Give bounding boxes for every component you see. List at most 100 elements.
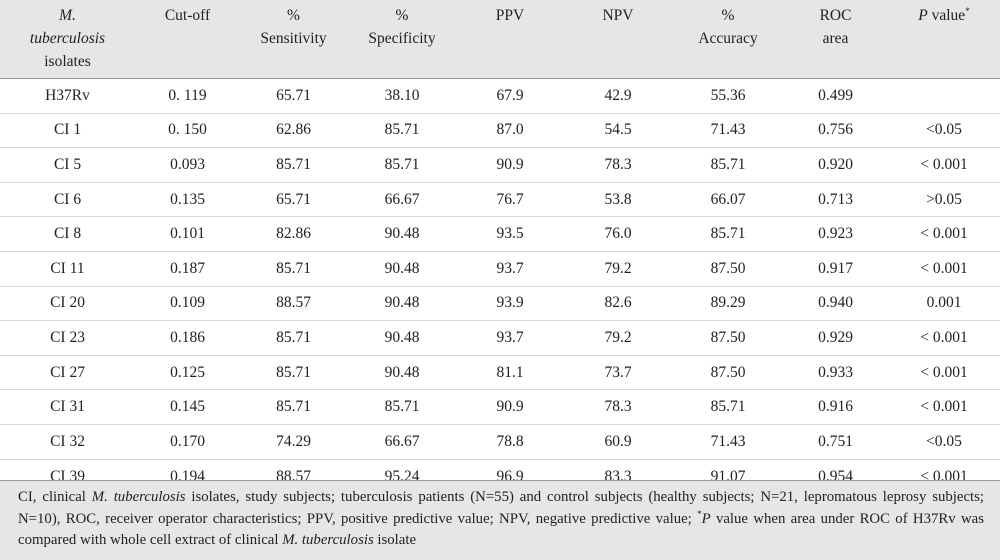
header-isolates-line3: isolates (44, 53, 91, 70)
table-row: CI 8 0.101 82.86 90.48 93.5 76.0 85.71 0.923 < 0… (0, 216, 1000, 252)
cell-accuracy: 85.71 (673, 389, 783, 425)
cell-ppv: 90.9 (457, 389, 563, 425)
cell-accuracy: 85.71 (673, 147, 783, 183)
table-row: CI 27 0.125 85.71 90.48 81.1 73.7 87.50 0.933 < … (0, 354, 1000, 390)
cell-cutoff: 0.101 (135, 216, 240, 252)
footnote-species-2: M. tuberculosis (282, 532, 374, 548)
footnote-p: P (701, 510, 711, 527)
cell-npv: 78.3 (563, 389, 673, 425)
cell-accuracy: 87.50 (673, 320, 783, 356)
header-p-value: P value* (888, 0, 1000, 79)
cell-accuracy: 66.07 (673, 181, 783, 217)
cell-accuracy: 89.29 (673, 285, 783, 321)
cell-accuracy: 71.43 (673, 112, 783, 148)
cell-sensitivity: 62.86 (240, 112, 347, 148)
table-row: H37Rv 0. 119 65.71 38.10 67.9 42.9 55.36 0.499 (0, 79, 1000, 114)
cell-ppv: 93.7 (457, 320, 563, 356)
cell-sensitivity: 85.71 (240, 389, 347, 425)
cell-cutoff: 0.125 (135, 354, 240, 390)
cell-isolate: CI 27 (0, 354, 135, 390)
header-specificity-line1: % (395, 7, 409, 24)
cell-roc-area: 0.713 (783, 181, 888, 217)
header-sensitivity: % Sensitivity (240, 0, 347, 79)
cell-sensitivity: 65.71 (276, 86, 311, 104)
cell-roc-area: 0.751 (783, 423, 888, 460)
header-isolates: M. tuberculosis isolates (0, 0, 135, 79)
header-ppv-label: PPV (495, 7, 525, 24)
cell-roc-area: 0.499 (818, 86, 853, 104)
cell-cutoff: 0.135 (135, 181, 240, 217)
cell-ppv: 67.9 (496, 86, 524, 104)
cell-specificity: 90.48 (347, 320, 457, 356)
table-row: CI 31 0.145 85.71 85.71 90.9 78.3 85.71 0.916 < … (0, 389, 1000, 425)
cell-roc-area: 0.917 (783, 250, 888, 287)
cell-npv: 53.8 (563, 181, 673, 217)
cell-npv: 60.9 (563, 423, 673, 460)
cell-isolate: CI 20 (0, 285, 135, 321)
cell-sensitivity: 88.57 (240, 285, 347, 321)
header-p-italic: P (918, 7, 928, 24)
cell-npv: 82.6 (563, 285, 673, 321)
header-roc-area: ROC area (783, 0, 888, 79)
cell-specificity: 90.48 (347, 250, 457, 287)
cell-sensitivity: 85.71 (240, 250, 347, 287)
cell-cutoff: 0.145 (135, 389, 240, 425)
cell-p-value: <0.05 (888, 112, 1000, 148)
cell-roc-area: 0.929 (783, 320, 888, 356)
cell-roc-area: 0.940 (783, 285, 888, 321)
header-cutoff-label: Cut-off (164, 7, 211, 24)
cell-specificity: 85.71 (347, 112, 457, 148)
header-accuracy-line1: % (721, 7, 735, 24)
footnote-asterisk: * (697, 508, 702, 519)
cell-npv: 78.3 (563, 147, 673, 183)
cell-sensitivity: 85.71 (240, 320, 347, 356)
cell-sensitivity: 85.71 (240, 354, 347, 390)
header-roc-line2: area (822, 30, 849, 47)
cell-ppv: 81.1 (457, 354, 563, 390)
results-table: M. tuberculosis isolates Cut-off % Sensi… (0, 0, 1000, 494)
table-row: CI 5 0.093 85.71 85.71 90.9 78.3 85.71 0.920 < 0… (0, 147, 1000, 183)
cell-p-value: < 0.001 (888, 389, 1000, 425)
cell-roc-area: 0.916 (783, 389, 888, 425)
cell-roc-area: 0.756 (783, 112, 888, 148)
cell-accuracy: 85.71 (673, 216, 783, 252)
cell-specificity: 66.67 (347, 181, 457, 217)
header-isolates-line2: tuberculosis (29, 30, 106, 47)
cell-sensitivity: 82.86 (240, 216, 347, 252)
cell-isolate: CI 23 (0, 320, 135, 356)
cell-isolate: CI 31 (0, 389, 135, 425)
header-roc-line1: ROC (819, 7, 852, 24)
table-footnote: CI, clinical M. tuberculosis isolates, s… (0, 480, 1000, 560)
cell-cutoff: 0.170 (135, 423, 240, 460)
cell-sensitivity: 74.29 (240, 423, 347, 460)
cell-cutoff: 0.093 (135, 147, 240, 183)
footnote-text-1: CI, clinical (18, 489, 92, 505)
header-ppv: PPV (457, 0, 563, 79)
cell-specificity: 90.48 (347, 354, 457, 390)
header-accuracy-line2: Accuracy (698, 30, 758, 47)
cell-npv: 42.9 (604, 86, 632, 104)
header-p-sup: * (965, 5, 970, 16)
cell-p-value: < 0.001 (888, 250, 1000, 287)
header-specificity-line2: Specificity (368, 30, 436, 47)
cell-ppv: 93.9 (457, 285, 563, 321)
cell-ppv: 90.9 (457, 147, 563, 183)
cell-accuracy: 55.36 (710, 86, 746, 104)
cell-p-value: <0.05 (888, 423, 1000, 460)
table-row: CI 11 0.187 85.71 90.48 93.7 79.2 87.50 0.917 < … (0, 250, 1000, 287)
cell-p-value: < 0.001 (888, 320, 1000, 356)
table-row: CI 20 0.109 88.57 90.48 93.9 82.6 89.29 0.940 0.… (0, 285, 1000, 321)
header-accuracy: % Accuracy (673, 0, 783, 79)
cell-ppv: 76.7 (457, 181, 563, 217)
cell-isolate: CI 8 (0, 216, 135, 252)
header-isolates-line1: M. (59, 7, 76, 24)
cell-roc-area: 0.933 (783, 354, 888, 390)
cell-specificity: 38.10 (384, 86, 420, 104)
footnote-text-3: value when area under ROC of H37Rv was c… (18, 510, 984, 549)
cell-specificity: 85.71 (347, 147, 457, 183)
cell-roc-area: 0.923 (783, 216, 888, 252)
header-npv-label: NPV (602, 7, 634, 24)
cell-accuracy: 71.43 (673, 423, 783, 460)
table-header: M. tuberculosis isolates Cut-off % Sensi… (0, 0, 1000, 79)
